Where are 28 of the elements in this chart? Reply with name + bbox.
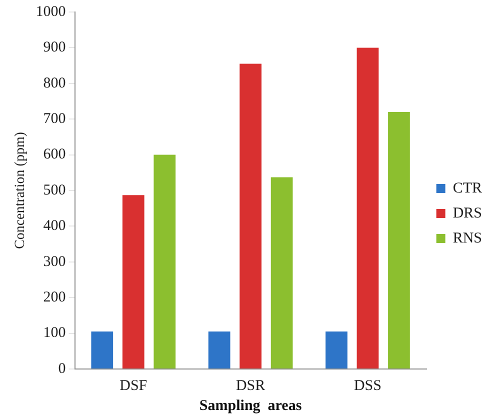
y-axis-title: Concentration (ppm) — [13, 132, 28, 250]
y-tick-label: 900 — [43, 40, 66, 56]
bar — [154, 154, 176, 368]
x-tick-label: DSF — [120, 378, 148, 394]
y-tick-label: 200 — [43, 290, 66, 306]
y-tick-label: 500 — [43, 182, 66, 198]
bar — [91, 332, 114, 368]
y-tick-label: 300 — [43, 254, 66, 270]
x-tick-label: DSS — [354, 378, 382, 394]
y-tick-label: 600 — [43, 146, 66, 163]
legend-label: DRS — [452, 205, 482, 222]
y-tick-label: 0 — [58, 360, 66, 377]
x-tick-label: DSR — [236, 378, 266, 394]
y-tick-label: 400 — [43, 218, 66, 234]
bar — [208, 332, 230, 368]
y-tick-label: 800 — [43, 75, 66, 92]
bar — [388, 112, 410, 368]
bar — [356, 48, 379, 368]
y-tick-label: 1000 — [36, 4, 66, 20]
legend-label: RNS — [452, 230, 482, 246]
x-axis-title: Sampling areas — [199, 398, 302, 414]
bar — [326, 332, 348, 368]
y-tick-label: 700 — [43, 111, 66, 128]
bar — [240, 64, 262, 368]
bar — [270, 177, 293, 368]
legend-label: CTR — [452, 180, 482, 196]
y-tick-label: 100 — [43, 325, 66, 342]
bar — [122, 195, 144, 368]
